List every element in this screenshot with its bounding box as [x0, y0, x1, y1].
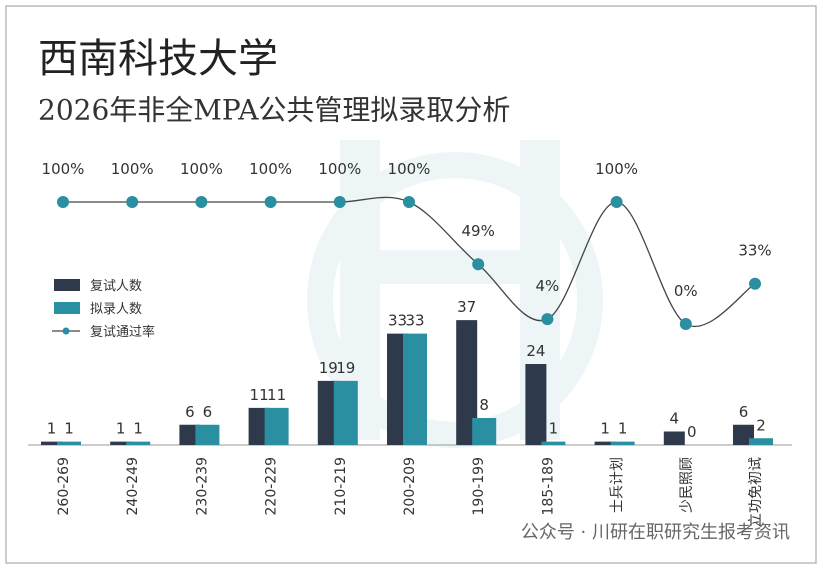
rate-marker	[195, 196, 208, 208]
rate-marker	[264, 196, 277, 208]
bar	[126, 441, 151, 445]
bar	[456, 320, 478, 445]
bar-value-label: 1	[116, 420, 126, 438]
bar	[749, 438, 773, 445]
x-tick-label: 230-239	[194, 457, 210, 516]
frame	[5, 5, 817, 564]
bar	[317, 380, 339, 445]
bar	[733, 424, 754, 445]
bar-value-label: 19	[319, 359, 338, 377]
bar	[387, 333, 408, 445]
bar-value-label: 1	[600, 420, 610, 438]
bar-value-label: 37	[457, 298, 476, 316]
x-tick-label: 220-229	[264, 457, 280, 516]
rate-marker	[403, 196, 415, 208]
bar-value-label: 6	[185, 403, 195, 421]
legend-swatch	[54, 279, 80, 291]
bar	[333, 380, 358, 445]
watermark: 公众号 · 川研在职研究生报考资讯	[521, 522, 790, 543]
rate-value-label: 100%	[111, 160, 154, 178]
bar	[663, 431, 685, 445]
rate-value-label: 49%	[462, 222, 495, 240]
bar-value-label: 6	[739, 403, 749, 421]
bar-value-label: 11	[267, 386, 286, 404]
bar-value-label: 6	[203, 403, 213, 421]
rate-marker	[541, 313, 554, 326]
bar	[541, 441, 566, 445]
bar	[525, 364, 547, 445]
bar-value-label: 1	[549, 420, 559, 438]
x-tick-label: 士兵计划	[610, 457, 626, 513]
rate-value-label: 100%	[595, 160, 638, 178]
bar	[248, 407, 270, 445]
x-tick-label: 185-189	[540, 457, 556, 516]
bar-value-label: 24	[526, 342, 545, 360]
bar	[195, 424, 220, 445]
rate-value-label: 0%	[674, 282, 698, 300]
x-tick-label: 260-269	[56, 457, 72, 516]
bar-value-label: 19	[336, 359, 355, 377]
bar	[403, 333, 427, 445]
bar	[264, 407, 289, 445]
chart-subtitle: 2026年非全MPA公共管理拟录取分析	[38, 94, 510, 127]
legend-swatch	[54, 302, 80, 314]
logo-watermark	[307, 140, 603, 448]
rate-marker	[472, 258, 485, 271]
bar-value-label: 33	[388, 312, 407, 330]
bar-value-label: 0	[687, 423, 697, 441]
bar-value-label: 2	[756, 416, 766, 434]
rate-marker	[57, 196, 69, 208]
rate-marker	[749, 277, 761, 290]
bar-value-label: 33	[405, 312, 424, 330]
x-tick-label: 立功免初试	[747, 457, 764, 527]
bar-value-label: 4	[670, 410, 680, 428]
x-tick-label: 240-249	[125, 457, 141, 516]
bar	[594, 441, 616, 445]
chart-title: 西南科技大学	[38, 36, 278, 82]
x-tick-label: 210-219	[333, 457, 349, 516]
bar-value-label: 1	[133, 420, 143, 438]
x-tick-label: 少民照顾	[679, 457, 695, 513]
rate-marker	[679, 318, 692, 330]
bar	[610, 441, 635, 445]
rate-value-label: 100%	[42, 160, 85, 178]
rate-marker	[610, 196, 623, 208]
rate-value-label: 33%	[738, 242, 771, 260]
x-tick-label: 200-209	[402, 457, 418, 516]
bar-value-label: 1	[64, 420, 74, 438]
legend-label: 拟录人数	[90, 302, 142, 317]
legend-label: 复试人数	[90, 279, 142, 294]
bar	[41, 441, 62, 445]
bar-value-label: 1	[47, 420, 57, 438]
bar	[472, 418, 497, 445]
rate-marker	[126, 196, 139, 208]
rate-value-label: 100%	[249, 160, 292, 178]
x-tick-label: 190-199	[471, 457, 487, 516]
bar-value-label: 1	[618, 420, 628, 438]
bar	[179, 424, 201, 445]
legend-swatch	[62, 327, 70, 335]
bar	[57, 441, 81, 445]
rate-value-label: 4%	[536, 277, 560, 295]
bar-value-label: 11	[250, 386, 269, 404]
legend-label: 复试通过率	[90, 324, 155, 340]
rate-value-label: 100%	[388, 160, 431, 178]
rate-marker	[333, 196, 346, 208]
bar-value-label: 8	[479, 396, 489, 414]
rate-value-label: 100%	[180, 160, 223, 178]
rate-value-label: 100%	[318, 160, 361, 178]
bar	[110, 441, 132, 445]
